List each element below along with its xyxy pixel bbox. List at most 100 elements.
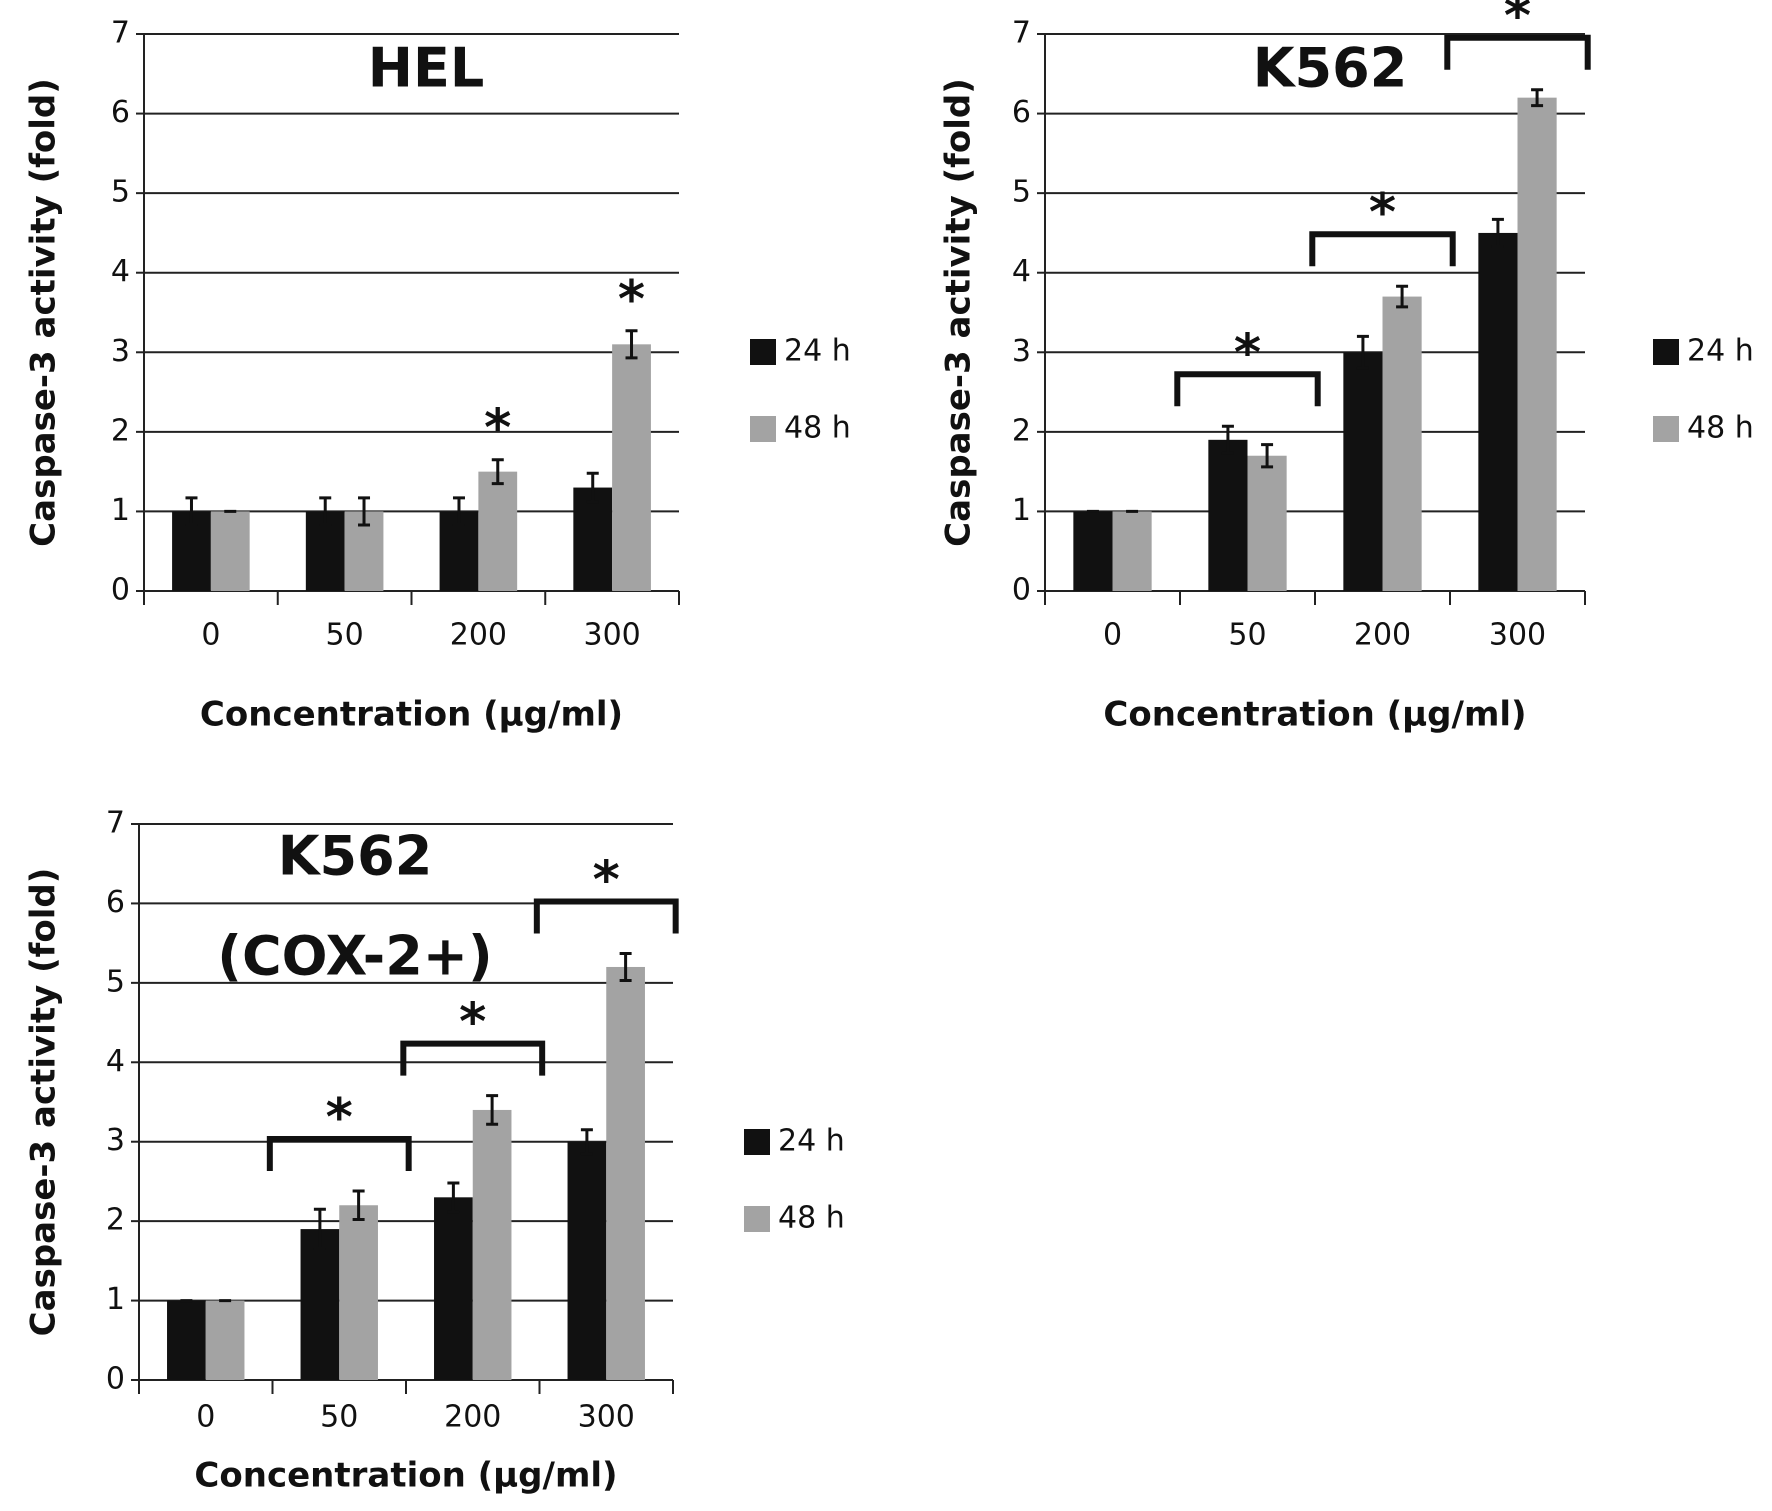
x-tick-label: 50 [1228, 618, 1266, 653]
y-tick-label: 1 [111, 493, 130, 528]
significance-mark: * [1234, 323, 1261, 383]
error-bar [1356, 334, 1369, 370]
y-tick-label: 4 [111, 254, 130, 289]
y-tick-label: 7 [1012, 16, 1031, 51]
x-axis-title: Concentration (µg/ml) [194, 1456, 617, 1496]
error-bar [1221, 424, 1234, 455]
legend-label: 48 h [784, 411, 851, 446]
error-bar [185, 496, 198, 527]
chart-title: HEL [368, 37, 485, 100]
bar [1073, 511, 1113, 591]
bar [1343, 352, 1383, 591]
error-bar [1261, 443, 1274, 469]
y-tick-label: 1 [106, 1282, 125, 1317]
y-tick-label: 7 [106, 806, 125, 841]
y-tick-label: 2 [1012, 413, 1031, 448]
chart-title: K562 [278, 825, 433, 888]
y-tick-label: 2 [111, 413, 130, 448]
bar [1247, 455, 1287, 591]
error-bar [313, 1207, 326, 1251]
bar [167, 1300, 206, 1380]
bar [1478, 232, 1518, 591]
error-bar [580, 1128, 593, 1156]
bar [606, 966, 645, 1380]
y-tick-label: 4 [1012, 254, 1031, 289]
bar [478, 471, 518, 591]
y-axis-title: Caspase-3 activity (fold) [939, 78, 979, 547]
significance-bracket [400, 1040, 546, 1076]
error-bar [625, 329, 638, 360]
error-bar [358, 496, 371, 527]
y-tick-label: 4 [106, 1044, 125, 1079]
error-bar [491, 458, 504, 486]
error-bar [586, 471, 599, 504]
y-tick-label: 1 [1012, 493, 1031, 528]
error-bar [1396, 284, 1409, 309]
significance-bracket [1444, 34, 1591, 70]
chart-title: K562 [1253, 37, 1408, 100]
y-tick-label: 5 [106, 964, 125, 999]
y-axis-title: Caspase-3 activity (fold) [24, 868, 64, 1337]
legend-swatch [744, 1206, 770, 1232]
x-tick-label: 200 [450, 618, 507, 653]
x-tick-label: 200 [444, 1400, 501, 1435]
y-tick-label: 3 [111, 334, 130, 369]
significance-mark: * [1369, 183, 1396, 243]
bar [472, 1109, 512, 1380]
x-axis-title: Concentration (µg/ml) [200, 695, 623, 735]
bar [567, 1141, 607, 1380]
y-tick-label: 3 [106, 1123, 125, 1158]
error-bar [452, 496, 465, 527]
x-tick-label: 0 [1103, 618, 1122, 653]
chart-title: (COX-2+) [217, 925, 492, 988]
significance-bracket [533, 898, 679, 934]
bar [1382, 296, 1422, 591]
y-tick-label: 5 [111, 175, 130, 210]
bar [300, 1229, 340, 1380]
significance-mark: * [459, 993, 486, 1053]
legend-swatch [1653, 339, 1679, 365]
significance-mark: * [1504, 0, 1531, 47]
y-tick-label: 0 [106, 1362, 125, 1397]
error-bar [319, 496, 332, 527]
significance-mark: * [484, 399, 511, 459]
x-tick-label: 200 [1354, 618, 1411, 653]
bar [1517, 97, 1557, 592]
x-tick-label: 50 [320, 1400, 358, 1435]
significance-mark: * [618, 270, 645, 330]
bar [210, 511, 250, 591]
bar [339, 1205, 378, 1380]
x-tick-label: 0 [201, 618, 220, 653]
x-tick-label: 300 [1489, 618, 1546, 653]
bar [612, 344, 651, 591]
bar [434, 1197, 473, 1380]
significance-bracket [266, 1135, 412, 1171]
error-bar [1491, 217, 1504, 248]
bar [1208, 439, 1248, 591]
y-tick-label: 0 [1012, 573, 1031, 608]
legend-swatch [750, 339, 776, 365]
legend-label: 24 h [1687, 334, 1754, 369]
significance-bracket [1174, 371, 1321, 407]
error-bar [352, 1189, 365, 1222]
bar [573, 487, 613, 591]
significance-mark: * [326, 1088, 353, 1148]
x-tick-label: 0 [196, 1400, 215, 1435]
significance-mark: * [593, 850, 620, 910]
y-tick-label: 0 [111, 573, 130, 608]
bar [1112, 511, 1152, 591]
y-tick-label: 6 [1012, 95, 1031, 130]
legend-label: 48 h [778, 1201, 845, 1236]
legend-swatch [1653, 416, 1679, 442]
y-tick-label: 7 [111, 16, 130, 51]
legend-label: 24 h [778, 1124, 845, 1159]
error-bar [486, 1094, 499, 1126]
error-bar [1531, 88, 1544, 108]
y-tick-label: 6 [111, 95, 130, 130]
y-tick-label: 3 [1012, 334, 1031, 369]
error-bar [619, 951, 632, 982]
legend-label: 24 h [784, 334, 851, 369]
x-axis-title: Concentration (µg/ml) [1103, 695, 1526, 735]
bar [205, 1300, 245, 1380]
